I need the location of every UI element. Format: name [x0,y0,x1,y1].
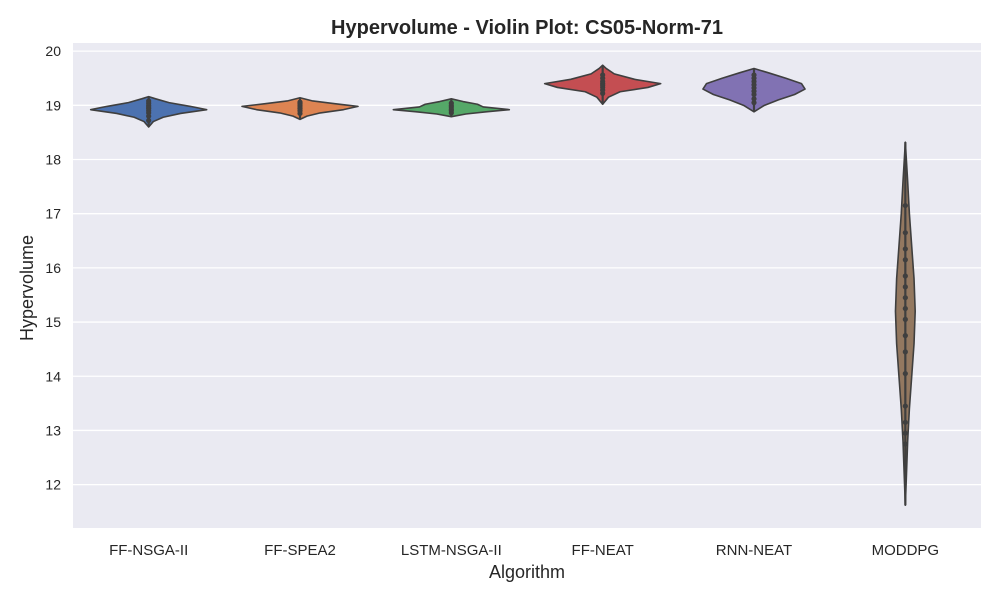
gridlines [73,50,981,486]
x-tick-label: FF-NSGA-II [109,542,188,559]
y-tick-label: 12 [45,477,61,493]
x-tick-label: FF-NEAT [572,542,634,559]
x-tick-label: LSTM-NSGA-II [401,542,502,559]
violin-ff-neat [543,64,662,106]
x-tick-label: FF-SPEA2 [264,542,336,559]
data-point [902,403,908,409]
data-point [448,100,454,106]
y-tick-label: 19 [45,97,61,113]
data-point [902,430,908,436]
data-point [146,117,152,124]
data-point [902,349,908,355]
y-tick-label: 15 [45,314,61,330]
violin-rnn-neat [702,67,806,113]
data-point [902,305,908,312]
data-point [902,230,908,236]
data-point [902,419,908,425]
data-point [902,441,908,447]
violin-moddpg [894,141,916,507]
violin-ff-nsga-ii [89,95,208,128]
y-tick-label: 18 [45,152,61,168]
data-point [751,100,757,106]
violin-lstm-nsga-ii [392,98,511,118]
y-tick-label: 16 [45,260,61,276]
x-axis-label: Algorithm [489,562,565,582]
data-point [902,333,908,339]
data-point [297,99,303,105]
violins [89,64,916,507]
data-point [902,246,908,252]
data-point [902,316,908,322]
x-tick-labels: FF-NSGA-II FF-SPEA2 LSTM-NSGA-II FF-NEAT RNN… [109,542,939,559]
violin-ff-spea2 [241,96,359,121]
data-point [902,257,908,263]
y-axis-label: Hypervolume [17,235,37,341]
y-tick-label: 20 [45,43,61,59]
data-point [751,72,757,78]
data-point [751,96,757,102]
chart-title: Hypervolume - Violin Plot: CS05-Norm-71 [331,17,723,39]
y-tick-labels: 12 13 14 15 16 17 18 19 20 [45,43,61,493]
data-point [902,284,908,290]
data-point [902,273,908,279]
x-tick-label: MODDPG [872,542,940,559]
plot-area [73,43,981,528]
data-point [902,370,908,377]
data-point [600,72,606,78]
y-tick-label: 17 [45,206,61,222]
data-point [146,98,152,104]
data-point [902,295,908,301]
y-tick-label: 14 [45,368,61,384]
data-point [902,202,908,209]
x-tick-label: RNN-NEAT [716,542,792,559]
y-tick-label: 13 [45,422,61,438]
